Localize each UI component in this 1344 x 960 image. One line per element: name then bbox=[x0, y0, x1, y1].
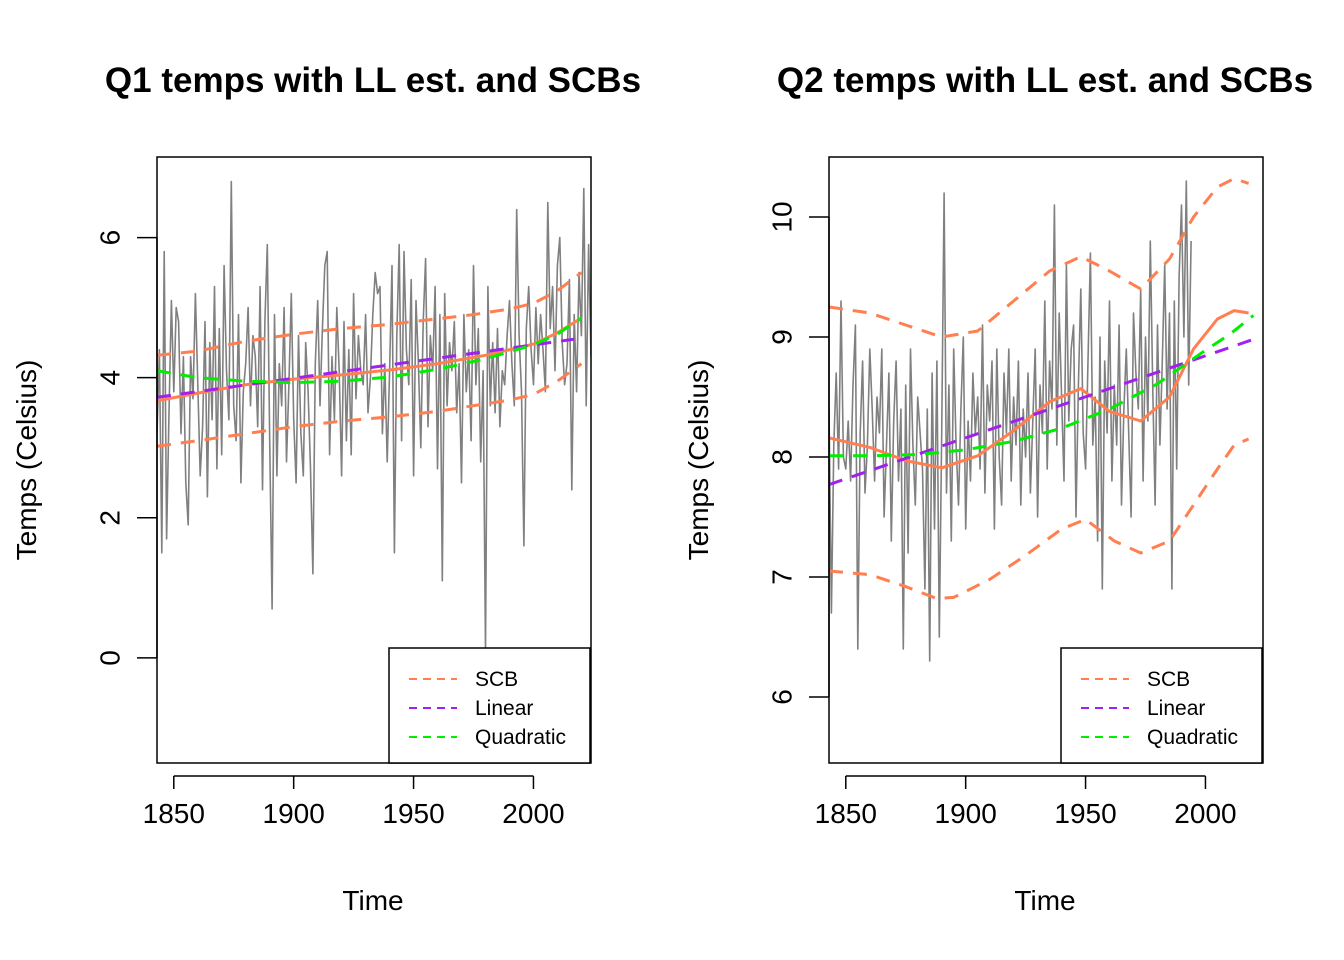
quadratic-fit-line bbox=[157, 316, 583, 385]
chart-panel-q1: Q1 temps with LL est. and SCBs Time Temp… bbox=[11, 61, 641, 916]
x-tick-label: 2000 bbox=[502, 798, 564, 829]
legend-box bbox=[1060, 647, 1263, 764]
scb-upper-line bbox=[829, 177, 1250, 339]
series-group bbox=[829, 177, 1255, 662]
legend-box bbox=[388, 647, 591, 764]
y-axis: 6 7 8 9 10 bbox=[767, 201, 830, 705]
scb-upper-line bbox=[157, 271, 583, 357]
y-axis-label: Temps (Celsius) bbox=[683, 360, 714, 561]
x-tick-label: 1900 bbox=[263, 798, 325, 829]
observed-temperature-line bbox=[157, 180, 591, 652]
scb-lower-line bbox=[157, 362, 583, 448]
scb-lower-line bbox=[829, 437, 1250, 601]
series-group bbox=[157, 180, 591, 652]
y-tick-label: 9 bbox=[767, 329, 798, 345]
chart-title: Q1 temps with LL est. and SCBs bbox=[105, 61, 641, 100]
x-tick-label: 1850 bbox=[143, 798, 205, 829]
y-tick-label: 7 bbox=[767, 569, 798, 585]
y-tick-label: 2 bbox=[94, 510, 125, 526]
observed-temperature-line bbox=[829, 180, 1192, 662]
quadratic-fit-line bbox=[829, 314, 1255, 458]
legend-label-quadratic: Quadratic bbox=[1147, 726, 1238, 749]
y-axis: 0 2 4 6 bbox=[94, 230, 158, 666]
chart-title: Q2 temps with LL est. and SCBs bbox=[777, 61, 1313, 100]
legend-label-quadratic: Quadratic bbox=[475, 726, 566, 749]
chart-panel-q2: Q2 temps with LL est. and SCBs Time Temp… bbox=[683, 61, 1313, 916]
y-tick-label: 0 bbox=[95, 650, 126, 666]
x-axis-label: Time bbox=[1014, 885, 1075, 916]
y-tick-label: 8 bbox=[767, 449, 798, 465]
x-tick-label: 1950 bbox=[382, 798, 444, 829]
x-axis-label: Time bbox=[342, 885, 403, 916]
y-tick-label: 6 bbox=[94, 230, 125, 246]
plot-area: 1850 1900 1950 2000 0 2 4 6 bbox=[94, 156, 592, 829]
x-tick-label: 1950 bbox=[1054, 798, 1116, 829]
x-tick-label: 1900 bbox=[935, 798, 997, 829]
plot-area: 1850 1900 1950 2000 6 7 8 9 10 bbox=[767, 156, 1264, 829]
legend-label-linear: Linear bbox=[1147, 697, 1205, 720]
legend: SCB Linear Quadratic bbox=[388, 647, 591, 764]
legend-label-scb: SCB bbox=[475, 668, 518, 691]
y-axis-label: Temps (Celsius) bbox=[11, 360, 42, 561]
x-tick-label: 2000 bbox=[1174, 798, 1236, 829]
legend-label-linear: Linear bbox=[475, 697, 533, 720]
legend-label-scb: SCB bbox=[1147, 668, 1190, 691]
linear-fit-line bbox=[829, 337, 1254, 487]
y-tick-label: 10 bbox=[767, 201, 798, 232]
legend: SCB Linear Quadratic bbox=[1060, 647, 1263, 764]
y-tick-label: 4 bbox=[94, 370, 125, 386]
ll-estimate-line bbox=[829, 309, 1249, 470]
x-axis: 1850 1900 1950 2000 bbox=[143, 775, 565, 829]
x-axis: 1850 1900 1950 2000 bbox=[815, 775, 1237, 829]
y-tick-label: 6 bbox=[767, 689, 798, 705]
x-tick-label: 1850 bbox=[815, 798, 877, 829]
